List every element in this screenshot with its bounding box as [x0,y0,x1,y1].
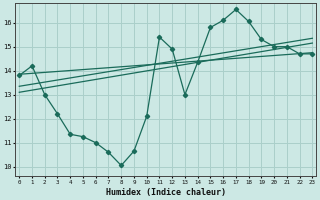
X-axis label: Humidex (Indice chaleur): Humidex (Indice chaleur) [106,188,226,197]
